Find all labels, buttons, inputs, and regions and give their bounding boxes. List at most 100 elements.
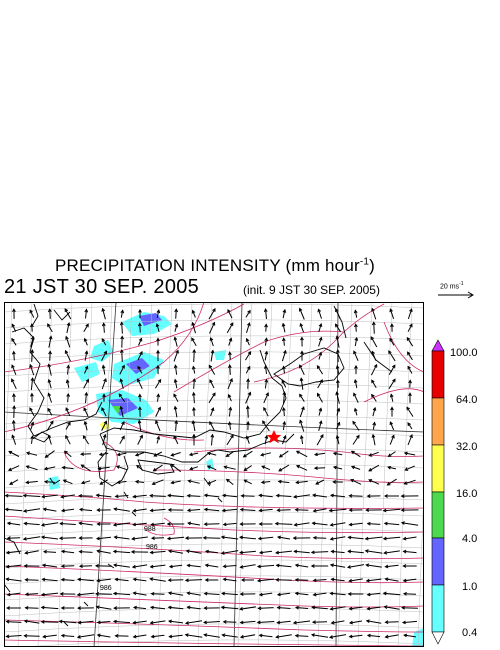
coastline — [273, 347, 345, 387]
wind-vector — [316, 433, 324, 446]
wind-vector — [5, 619, 22, 624]
wind-shaft — [191, 337, 197, 347]
wind-arrowhead — [96, 620, 101, 625]
wind-shaft — [174, 379, 178, 389]
wind-shaft — [229, 422, 231, 430]
wind-vector — [83, 378, 89, 389]
isobar-line — [193, 447, 424, 457]
wind-vector — [372, 406, 377, 417]
wind-arrowhead — [212, 392, 216, 397]
isobar-line — [4, 302, 205, 433]
wind-vector — [80, 480, 91, 485]
wind-vector — [113, 606, 130, 610]
wind-shaft — [383, 508, 401, 512]
wind-shaft — [299, 308, 305, 320]
wind-vector — [184, 578, 203, 583]
wind-shaft — [407, 422, 413, 430]
wind-shaft — [336, 435, 340, 445]
wind-shaft — [337, 380, 339, 388]
wind-vector — [167, 549, 184, 554]
wind-vector — [402, 536, 417, 541]
wind-shaft — [24, 620, 40, 624]
wind-vector — [310, 550, 329, 555]
wind-vector — [191, 309, 196, 318]
wind-shaft — [383, 592, 401, 596]
wind-shaft — [65, 407, 71, 417]
wind-arrowhead — [170, 463, 175, 468]
wind-shaft — [228, 394, 232, 402]
latitude-line — [4, 367, 424, 377]
wind-arrowhead — [188, 452, 193, 457]
wind-arrowhead — [336, 421, 341, 426]
wind-vector — [366, 633, 381, 638]
wind-arrowhead — [220, 605, 225, 610]
wind-arrowhead — [113, 507, 118, 511]
wind-vector — [407, 434, 413, 446]
wind-vector — [383, 521, 400, 526]
wind-vector — [65, 434, 71, 445]
wind-vector — [371, 379, 377, 389]
wind-shaft — [387, 478, 397, 486]
wind-arrowhead — [245, 405, 250, 410]
wind-vector — [295, 480, 308, 485]
wind-arrowhead — [29, 407, 33, 412]
wind-vector — [96, 633, 111, 638]
wind-shaft — [336, 336, 340, 348]
wind-shaft — [150, 550, 166, 554]
wind-arrowhead — [47, 308, 52, 313]
wind-arrowhead — [174, 308, 179, 313]
wind-shaft — [48, 379, 52, 389]
wind-shaft — [257, 564, 275, 568]
wind-vector — [329, 563, 346, 568]
wind-arrowhead — [132, 605, 137, 610]
wind-vector — [281, 337, 286, 346]
wind-arrowhead — [29, 363, 33, 368]
wind-vector — [116, 480, 127, 485]
wind-shaft — [367, 606, 381, 610]
wind-arrowhead — [95, 536, 100, 541]
wind-arrowhead — [203, 493, 208, 498]
wind-arrowhead — [239, 565, 244, 569]
wind-shaft — [98, 466, 110, 470]
longitude-line — [77, 302, 93, 647]
wind-arrowhead — [40, 620, 45, 624]
wind-arrowhead — [384, 620, 389, 625]
wind-vector — [222, 564, 237, 569]
wind-arrowhead — [114, 577, 119, 582]
wind-shaft — [23, 536, 41, 540]
wind-vector — [132, 508, 147, 513]
wind-vector — [329, 536, 346, 541]
wind-vector — [227, 421, 232, 430]
wind-vector — [84, 391, 89, 404]
wind-arrowhead — [175, 349, 179, 354]
wind-shaft — [62, 466, 74, 470]
wind-arrowhead — [335, 348, 340, 353]
wind-arrowhead — [184, 536, 189, 540]
wind-arrowhead — [96, 522, 101, 526]
wind-shaft — [23, 508, 41, 512]
wind-arrowhead — [96, 549, 101, 554]
wind-vector — [354, 364, 358, 375]
wind-arrowhead — [116, 480, 121, 485]
wind-arrowhead — [132, 494, 137, 499]
wind-arrowhead — [101, 337, 106, 342]
wind-vector — [47, 407, 53, 416]
wind-shaft — [101, 407, 107, 417]
wind-vector — [149, 577, 166, 582]
wind-vector — [370, 363, 378, 376]
wind-vector — [353, 378, 358, 389]
wind-shaft — [390, 394, 394, 402]
wind-shaft — [114, 508, 130, 512]
wind-vector — [348, 522, 363, 527]
wind-shaft — [245, 366, 251, 374]
wind-arrowhead — [392, 378, 396, 383]
wind-arrowhead — [294, 578, 299, 582]
wind-arrowhead — [150, 522, 155, 527]
wind-arrowhead — [274, 521, 279, 526]
wind-vector — [167, 605, 184, 610]
wind-arrowhead — [318, 351, 323, 356]
wind-shaft — [114, 536, 130, 540]
wind-shaft — [48, 435, 52, 445]
wind-vector — [119, 435, 125, 444]
wind-arrowhead — [65, 434, 69, 439]
